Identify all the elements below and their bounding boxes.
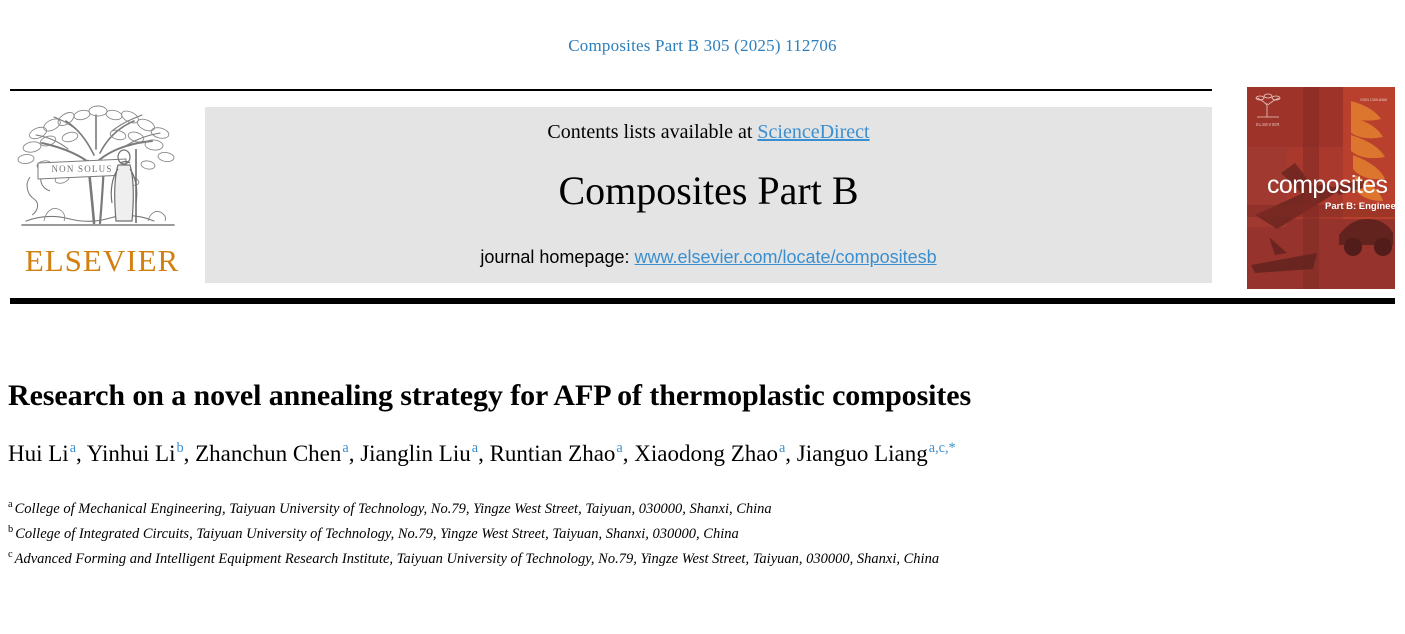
author-affiliation-mark: a,c,* <box>928 440 956 457</box>
journal-masthead: NON SOLUS ELSEVIER Contents lists availa… <box>0 85 1405 304</box>
journal-homepage-link[interactable]: www.elsevier.com/locate/compositesb <box>634 247 937 267</box>
masthead-contents-box: Contents lists available at ScienceDirec… <box>205 107 1212 283</box>
elsevier-wordmark: ELSEVIER <box>24 243 180 278</box>
author-separator: , <box>785 441 797 466</box>
author-name: Xiaodong Zhao <box>634 441 778 466</box>
author-name: Jianglin Liu <box>360 441 471 466</box>
author-separator: , <box>622 441 635 466</box>
affiliation-mark: a <box>8 498 13 510</box>
affiliation-item: a College of Mechanical Engineering, Taiy… <box>8 497 1398 522</box>
journal-cover-thumbnail[interactable]: ELSEVIER ISSN 1359-8368 composites Part … <box>1247 87 1395 289</box>
sciencedirect-link[interactable]: ScienceDirect <box>757 121 870 143</box>
affiliation-item: b College of Integrated Circuits, Taiyuan… <box>8 522 1398 547</box>
cover-subtitle-text: Part B: Engineering <box>1325 201 1395 212</box>
cover-issn-text: ISSN 1359-8368 <box>1360 98 1387 102</box>
author-name: Hui Li <box>8 441 69 466</box>
author-affiliation-mark: a <box>69 440 77 457</box>
cover-elsevier-logo-text: ELSEVIER <box>1256 122 1280 127</box>
contents-available-line: Contents lists available at ScienceDirec… <box>205 121 1212 144</box>
contents-available-prefix: Contents lists available at <box>547 121 758 143</box>
affiliation-text: College of Mechanical Engineering, Taiyu… <box>14 500 772 517</box>
affiliation-item: c Advanced Forming and Intelligent Equipm… <box>8 547 1398 572</box>
author-separator: , <box>76 441 87 466</box>
author-name: Zhanchun Chen <box>195 441 342 466</box>
author-affiliation-mark: a <box>778 440 786 457</box>
author-separator: , <box>348 441 361 466</box>
elsevier-motto-text: NON SOLUS <box>51 164 112 174</box>
affiliation-mark: c <box>8 548 13 560</box>
author-affiliation-mark: a <box>342 440 349 457</box>
author-name: Runtian Zhao <box>489 441 616 466</box>
masthead-top-rule <box>10 89 1212 91</box>
journal-homepage-prefix: journal homepage: <box>480 247 635 267</box>
affiliation-mark: b <box>8 523 14 535</box>
masthead-bottom-rule <box>10 298 1395 304</box>
author-affiliation-mark: a <box>471 440 479 457</box>
elsevier-logo: NON SOLUS ELSEVIER <box>8 103 188 278</box>
affiliation-text: Advanced Forming and Intelligent Equipme… <box>14 550 940 567</box>
journal-title: Composites Part B <box>558 168 859 213</box>
author-affiliation-mark: a <box>616 440 623 457</box>
author-separator: , <box>478 441 490 466</box>
author-name: Yinhui Li <box>86 441 176 466</box>
article-header: Research on a novel annealing strategy f… <box>8 320 1398 571</box>
affiliation-list: a College of Mechanical Engineering, Taiy… <box>8 497 1398 572</box>
author-name: Jianguo Liang <box>796 441 928 466</box>
affiliation-text: College of Integrated Circuits, Taiyuan … <box>15 525 739 542</box>
author-separator: , <box>183 441 196 466</box>
author-list: Hui Lia, Yinhui Lib, Zhanchun Chena, Jia… <box>8 438 1128 471</box>
running-head-citation: Composites Part B 305 (2025) 112706 <box>568 36 837 55</box>
article-title: Research on a novel annealing strategy f… <box>8 379 972 412</box>
cover-title-text: composites <box>1267 171 1388 199</box>
author-affiliation-mark: b <box>176 440 184 457</box>
journal-homepage-line: journal homepage: www.elsevier.com/locat… <box>205 247 1212 268</box>
